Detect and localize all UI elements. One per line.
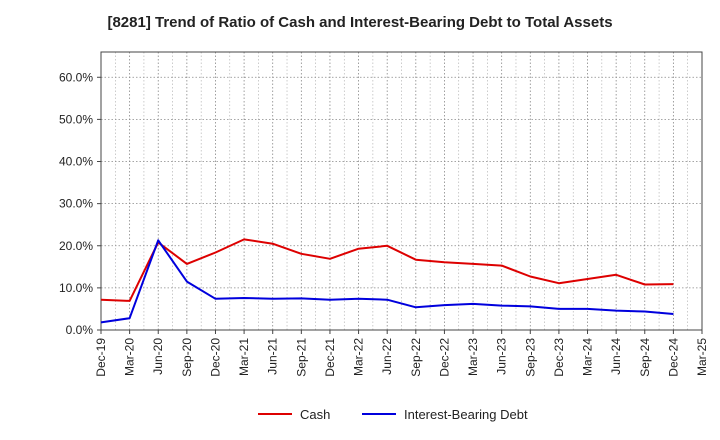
x-tick-label: Dec-19	[94, 338, 108, 377]
x-tick-label: Sep-20	[180, 338, 194, 377]
y-tick-label: 20.0%	[59, 239, 93, 253]
x-tick-label: Mar-22	[352, 338, 366, 376]
x-tick-label: Jun-21	[266, 338, 280, 375]
x-tick-label: Mar-20	[123, 338, 137, 376]
y-tick-label: 30.0%	[59, 197, 93, 211]
plot-area	[100, 51, 703, 331]
legend-label: Interest-Bearing Debt	[404, 407, 528, 422]
x-tick-label: Dec-20	[208, 338, 222, 377]
x-axis: Dec-19 Mar-20 Jun-20 Sep-20 Dec-20 Mar-21 Jun-…	[94, 330, 709, 377]
y-tick-label: 50.0%	[59, 112, 93, 126]
x-tick-label: Jun-23	[495, 338, 509, 375]
x-tick-label: Sep-22	[409, 338, 423, 377]
x-tick-label: Jun-22	[380, 338, 394, 375]
x-tick-label: Sep-24	[638, 338, 652, 377]
series-line-cash	[100, 238, 674, 302]
x-tick-label: Mar-25	[695, 338, 709, 376]
y-axis: 0.0% 10.0% 20.0% 30.0% 40.0% 50.0% 60.0%	[59, 70, 101, 337]
x-tick-label: Sep-21	[294, 338, 308, 377]
x-tick-label: Dec-22	[437, 338, 451, 377]
x-tick-label: Mar-24	[581, 338, 595, 376]
y-tick-label: 60.0%	[59, 70, 93, 84]
legend: Cash Interest-Bearing Debt	[258, 407, 528, 422]
x-tick-label: Sep-23	[523, 338, 537, 377]
legend-label: Cash	[300, 407, 330, 422]
x-tick-label: Dec-21	[323, 338, 337, 377]
x-tick-label: Mar-23	[466, 338, 480, 376]
x-tick-label: Mar-21	[237, 338, 251, 376]
y-tick-label: 40.0%	[59, 155, 93, 169]
grid	[101, 52, 702, 330]
x-tick-label: Jun-24	[609, 338, 623, 375]
chart-title: [8281] Trend of Ratio of Cash and Intere…	[107, 14, 613, 31]
x-tick-label: Dec-24	[666, 338, 680, 377]
x-tick-label: Jun-20	[151, 338, 165, 375]
series-lines	[100, 238, 674, 324]
y-tick-label: 0.0%	[66, 323, 94, 337]
x-tick-label: Dec-23	[552, 338, 566, 377]
series-line-interest-bearing-debt	[100, 239, 674, 324]
y-tick-label: 10.0%	[59, 281, 93, 295]
